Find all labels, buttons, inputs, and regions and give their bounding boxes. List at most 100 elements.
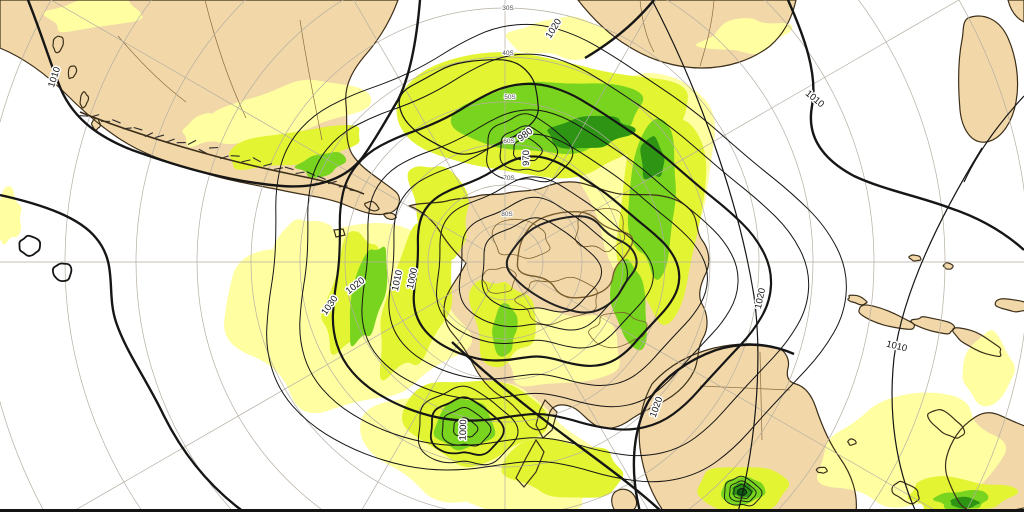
precip-blob bbox=[610, 258, 647, 351]
mountain-tick bbox=[263, 163, 273, 167]
mountain-tick bbox=[241, 159, 251, 163]
mountain-tick bbox=[252, 157, 261, 163]
mountain-tick bbox=[284, 166, 294, 171]
isobar-ring bbox=[388, 133, 708, 386]
coast-island bbox=[815, 466, 828, 474]
latitude-label: 60S bbox=[503, 138, 515, 145]
isobar-low-970 bbox=[499, 125, 559, 172]
interior-contour bbox=[491, 218, 551, 259]
meridian-line bbox=[515, 0, 657, 244]
mountain-tick bbox=[209, 146, 219, 149]
mountain-tick bbox=[155, 134, 165, 139]
isobar-high-top bbox=[398, 59, 539, 155]
coast-island bbox=[847, 294, 868, 306]
coast-island bbox=[994, 298, 1024, 313]
interior-contour bbox=[575, 208, 626, 253]
latitude-labels: 30S 40S 50S 60S 70S 80S bbox=[500, 4, 517, 219]
border-line bbox=[699, 0, 715, 67]
precip-blob bbox=[229, 124, 360, 170]
interior-contour bbox=[514, 276, 598, 325]
coast-madagascar bbox=[958, 15, 1019, 143]
land-island bbox=[847, 295, 868, 305]
isobar-low-970 bbox=[486, 113, 574, 183]
land-island bbox=[995, 298, 1024, 312]
latitude-label: 50S bbox=[504, 94, 516, 101]
coast-island bbox=[942, 262, 954, 270]
coast-island bbox=[79, 91, 90, 109]
precip-blob bbox=[547, 115, 636, 149]
mountain-tick bbox=[133, 126, 143, 131]
isobar-ring bbox=[266, 23, 847, 483]
mountain-tick bbox=[187, 139, 197, 145]
isobar-sweep bbox=[26, 0, 422, 188]
coast-island bbox=[847, 438, 857, 446]
coast-antarctica bbox=[407, 181, 710, 431]
precip-blob bbox=[0, 186, 22, 245]
coast-island bbox=[383, 212, 397, 221]
mountain-tick bbox=[79, 115, 89, 117]
coast-island bbox=[364, 200, 380, 212]
border-line bbox=[117, 35, 187, 103]
coast-island bbox=[52, 35, 64, 54]
coast-tasmania bbox=[611, 488, 638, 512]
interior-contour bbox=[516, 210, 634, 299]
precip-blob bbox=[349, 246, 388, 347]
isobar-low-1000 bbox=[441, 407, 492, 447]
precip-blob bbox=[182, 113, 239, 148]
isobar-ring bbox=[299, 53, 810, 457]
coast-island bbox=[951, 327, 1002, 358]
meridian-line bbox=[523, 272, 939, 512]
isobar-sweep bbox=[891, 147, 983, 512]
isobar-low-1000 bbox=[429, 396, 505, 456]
land-island bbox=[91, 118, 101, 131]
mountain-tick bbox=[112, 119, 121, 124]
map-bottom-border bbox=[0, 509, 1024, 512]
isobar-low-970 bbox=[512, 137, 543, 162]
coast-island bbox=[67, 65, 78, 80]
isobar-sweep bbox=[963, 95, 1024, 183]
isobar-sweep bbox=[786, 0, 1024, 251]
isobar-cyclone bbox=[723, 475, 763, 507]
coast-island bbox=[927, 409, 966, 439]
isobar-cell bbox=[18, 234, 42, 257]
isobar-ring bbox=[412, 155, 681, 368]
coast-new-zealand-south bbox=[515, 438, 545, 488]
mountain-tick bbox=[165, 138, 175, 143]
precip-blob bbox=[695, 18, 793, 55]
isobar-cyclone bbox=[733, 484, 752, 499]
latitude-label: 40S bbox=[502, 50, 514, 57]
isobar-ring bbox=[361, 109, 739, 408]
land-island bbox=[80, 91, 89, 108]
mountain-tick bbox=[295, 171, 305, 175]
isobar-ring bbox=[458, 196, 628, 331]
land-corner-land bbox=[1008, 0, 1024, 22]
precip-blob bbox=[42, 0, 143, 33]
andes-ridge bbox=[79, 111, 365, 195]
latitude-label: 70S bbox=[503, 175, 515, 182]
precip-blob bbox=[505, 16, 613, 61]
border-line bbox=[639, 0, 655, 53]
coast-south-america bbox=[0, 0, 401, 216]
border-line bbox=[299, 19, 323, 141]
latitude-label: 80S bbox=[501, 211, 513, 218]
isobar-ring bbox=[436, 176, 654, 349]
isobar-ring bbox=[481, 217, 603, 313]
isobar-sweep bbox=[632, 343, 795, 512]
isobar-sweep bbox=[0, 193, 245, 512]
land-madagascar bbox=[958, 16, 1018, 143]
coast-island bbox=[858, 304, 916, 330]
isobar-cyclone bbox=[729, 480, 757, 503]
pressure-label: 1000 bbox=[458, 419, 470, 441]
isobar-low-1000 bbox=[417, 385, 519, 466]
meridian-line bbox=[71, 272, 487, 512]
isobar-sweep bbox=[651, 0, 759, 512]
isobar-low-1000 bbox=[453, 417, 479, 438]
coast-south-africa bbox=[577, 0, 797, 69]
coast-corner-land bbox=[1007, 0, 1024, 23]
border-line bbox=[759, 351, 763, 441]
isobar-sweep bbox=[584, 0, 655, 60]
mountain-tick bbox=[317, 175, 326, 180]
mountain-tick bbox=[273, 167, 283, 170]
meridian-line bbox=[523, 0, 960, 252]
